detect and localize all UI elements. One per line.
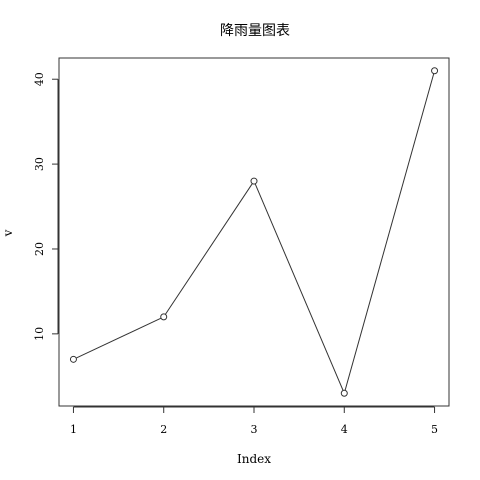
plot-frame (58, 57, 450, 407)
line-segment (254, 183, 344, 391)
y-tick-label: 10 (33, 327, 46, 341)
y-axis-label: v (1, 229, 15, 237)
y-tick-label: 20 (33, 242, 46, 256)
y-axis: 10 20 30 40 (33, 72, 59, 341)
line-segment (75, 317, 162, 359)
data-point (69, 355, 77, 363)
line-segment (344, 73, 435, 391)
x-axis: 1 2 3 4 5 (70, 406, 438, 436)
data-point (160, 313, 168, 321)
y-tick-label: 30 (33, 157, 46, 171)
x-axis-label: Index (237, 452, 271, 466)
x-tick-label: 5 (431, 423, 438, 436)
data-point (250, 177, 258, 185)
chart-title: 降雨量图表 (220, 23, 290, 39)
data-point (431, 67, 439, 75)
x-tick-label: 2 (160, 423, 167, 436)
x-tick-label: 3 (251, 423, 258, 436)
data-point (340, 389, 348, 397)
x-tick-label: 4 (341, 423, 348, 436)
data-series (69, 67, 439, 397)
x-tick-label: 1 (70, 423, 77, 436)
y-tick-label: 40 (33, 72, 46, 86)
line-segment (164, 183, 253, 315)
